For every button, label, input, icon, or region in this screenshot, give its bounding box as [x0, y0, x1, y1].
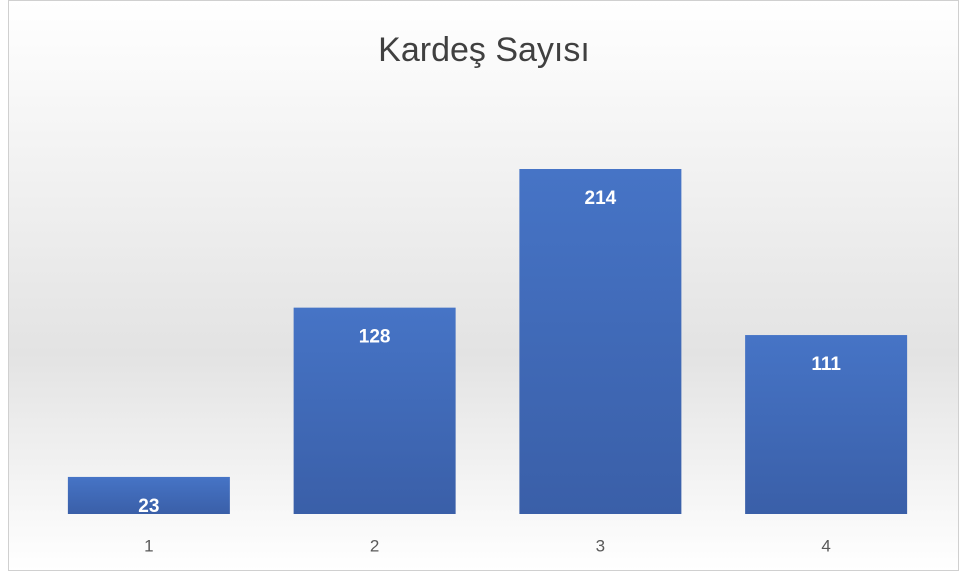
- x-tick-label: 4: [821, 536, 830, 555]
- data-label: 214: [585, 188, 617, 209]
- chart-title: Kardeş Sayısı: [378, 31, 590, 69]
- x-tick-label: 3: [596, 536, 605, 555]
- data-label: 23: [138, 496, 159, 517]
- bar: [745, 335, 908, 514]
- bar: [293, 307, 456, 514]
- bar: [67, 476, 230, 514]
- data-label: 111: [811, 354, 841, 375]
- bar: [519, 169, 682, 514]
- data-label: 128: [359, 327, 391, 348]
- x-tick-label: 2: [370, 536, 379, 555]
- x-tick-label: 1: [144, 536, 153, 555]
